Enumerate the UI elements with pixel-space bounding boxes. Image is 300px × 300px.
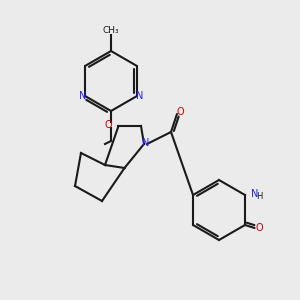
Text: O: O <box>176 107 184 117</box>
Text: H: H <box>256 192 262 201</box>
Text: N: N <box>142 137 149 148</box>
Text: O: O <box>255 223 263 233</box>
Text: N: N <box>251 189 258 200</box>
Text: N: N <box>136 91 143 101</box>
Text: CH₃: CH₃ <box>103 26 120 35</box>
Text: N: N <box>79 91 86 101</box>
Text: O: O <box>105 119 112 130</box>
